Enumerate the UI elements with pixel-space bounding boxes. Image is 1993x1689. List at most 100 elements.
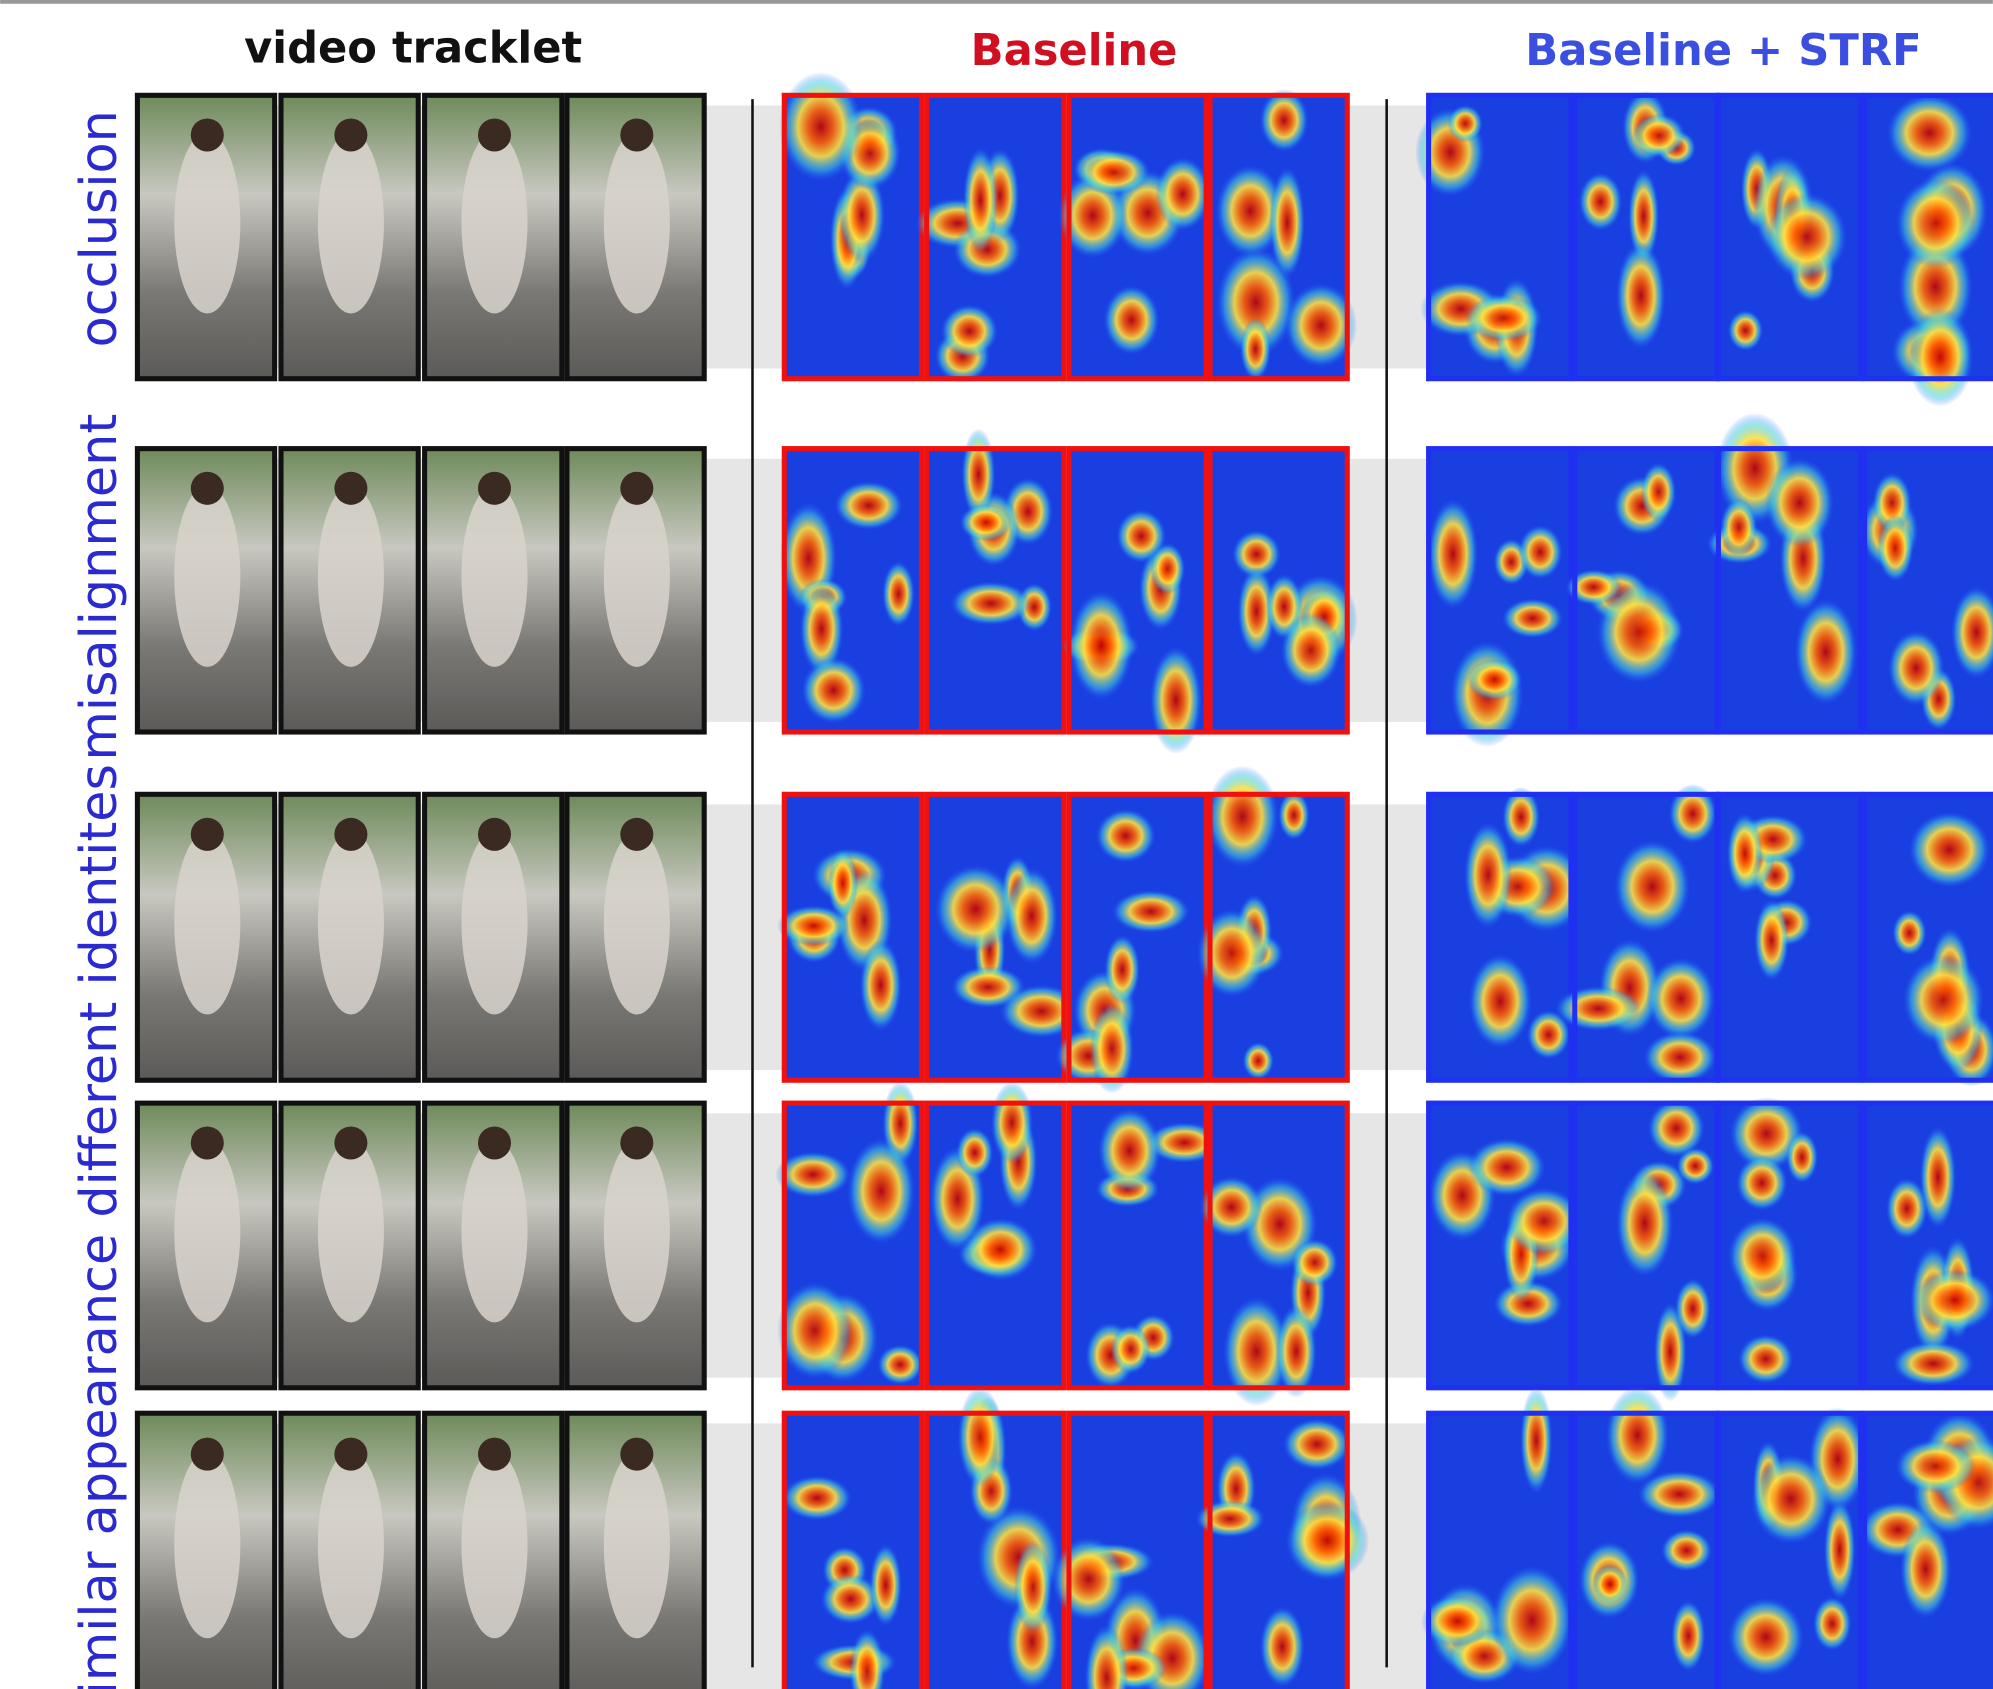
frame bbox=[425, 449, 562, 732]
heat-blob bbox=[1766, 193, 1847, 280]
heat-blob bbox=[1813, 1597, 1852, 1651]
heat-blob bbox=[1909, 812, 1990, 888]
frame bbox=[567, 1413, 704, 1689]
head bbox=[191, 1438, 224, 1471]
heat-blob bbox=[1518, 525, 1562, 579]
heat-blob bbox=[1824, 1499, 1856, 1600]
heat-blob bbox=[870, 1544, 902, 1626]
head bbox=[620, 1438, 653, 1471]
frame bbox=[1575, 1099, 1717, 1401]
person bbox=[318, 485, 384, 666]
heat-blob bbox=[878, 1345, 923, 1385]
heat-blob bbox=[1014, 1540, 1052, 1633]
header-baseline: Baseline bbox=[971, 26, 1178, 76]
heat-blob bbox=[1675, 1279, 1711, 1339]
heat-blob bbox=[1467, 659, 1522, 701]
person bbox=[604, 1140, 670, 1322]
frame bbox=[281, 95, 418, 378]
heat-blob bbox=[1104, 935, 1140, 1005]
head bbox=[191, 1126, 224, 1159]
frame bbox=[1197, 766, 1347, 1081]
person bbox=[174, 132, 240, 313]
frame bbox=[916, 95, 1064, 382]
heat-blob bbox=[1098, 1108, 1161, 1193]
heat-blob bbox=[1111, 1324, 1151, 1374]
heat-blob bbox=[1644, 1032, 1717, 1084]
frame bbox=[927, 1081, 1064, 1387]
heat-blob bbox=[1606, 1386, 1669, 1484]
frame bbox=[779, 72, 921, 379]
heat-blob bbox=[1291, 1239, 1338, 1286]
frame bbox=[780, 449, 921, 732]
header-strf: Baseline + STRF bbox=[1525, 26, 1921, 76]
heat-blob bbox=[1464, 822, 1512, 928]
frame bbox=[1575, 1386, 1721, 1689]
person bbox=[604, 1451, 670, 1638]
head bbox=[478, 818, 511, 851]
frame bbox=[1200, 1103, 1347, 1406]
frame bbox=[425, 1103, 562, 1388]
heat-blob bbox=[1887, 94, 1972, 172]
heat-blob bbox=[1646, 958, 1715, 1039]
frame bbox=[1575, 91, 1717, 379]
heat-blob bbox=[1877, 515, 1913, 582]
heat-blob bbox=[1243, 1042, 1274, 1079]
heat-blob bbox=[1502, 599, 1563, 639]
heat-blob bbox=[1150, 646, 1202, 754]
heat-blob bbox=[1896, 178, 1976, 269]
frame bbox=[927, 1386, 1064, 1689]
head bbox=[191, 818, 224, 851]
person bbox=[174, 485, 240, 666]
heat-blob bbox=[935, 865, 1016, 953]
heat-blob bbox=[1751, 1454, 1831, 1544]
head bbox=[334, 1438, 367, 1471]
person bbox=[318, 132, 384, 313]
heat-blob bbox=[1728, 1598, 1804, 1676]
heat-blob bbox=[1276, 1305, 1317, 1398]
frame bbox=[281, 1413, 418, 1689]
frame bbox=[137, 95, 274, 378]
heat-blob bbox=[1648, 1099, 1705, 1157]
person bbox=[461, 1451, 527, 1638]
heat-blob bbox=[882, 561, 914, 626]
heat-blob bbox=[1260, 89, 1309, 152]
frame bbox=[1718, 1407, 1866, 1689]
heat-blob bbox=[1907, 308, 1973, 407]
heat-blob bbox=[834, 481, 902, 529]
heat-blob bbox=[827, 849, 858, 919]
heat-blob bbox=[1196, 1500, 1265, 1537]
frame bbox=[137, 449, 274, 732]
frame bbox=[567, 449, 704, 732]
heat-blob bbox=[1278, 791, 1310, 841]
heat-blob bbox=[956, 1128, 993, 1177]
heat-blob bbox=[1592, 1564, 1628, 1604]
heat-blob bbox=[1597, 581, 1681, 683]
heat-blob bbox=[782, 1476, 851, 1520]
frame bbox=[927, 428, 1064, 732]
heat-blob bbox=[1616, 242, 1665, 349]
frame bbox=[281, 1103, 418, 1388]
heat-blob bbox=[1150, 543, 1185, 595]
frame bbox=[1860, 449, 1993, 732]
person bbox=[174, 1140, 240, 1322]
heat-blob bbox=[1795, 599, 1857, 704]
heat-blob bbox=[1465, 295, 1543, 342]
frame bbox=[567, 794, 704, 1080]
frame bbox=[1052, 1413, 1210, 1689]
frame bbox=[777, 794, 921, 1080]
heat-blob bbox=[1260, 1606, 1305, 1687]
heat-blob bbox=[847, 1138, 915, 1244]
heat-blob bbox=[1428, 499, 1478, 609]
frame bbox=[782, 1413, 921, 1689]
heat-blob bbox=[779, 72, 862, 182]
heat-blob bbox=[1728, 1218, 1796, 1295]
heat-blob bbox=[1638, 1471, 1721, 1518]
heat-blob bbox=[1104, 285, 1160, 354]
frame bbox=[1196, 1413, 1370, 1689]
heat-blob bbox=[1914, 1269, 1993, 1331]
frame bbox=[567, 1103, 704, 1388]
heat-blob bbox=[1720, 498, 1757, 558]
row-label: occlusion bbox=[69, 110, 128, 347]
frame bbox=[1429, 787, 1587, 1080]
frame bbox=[137, 1103, 274, 1388]
